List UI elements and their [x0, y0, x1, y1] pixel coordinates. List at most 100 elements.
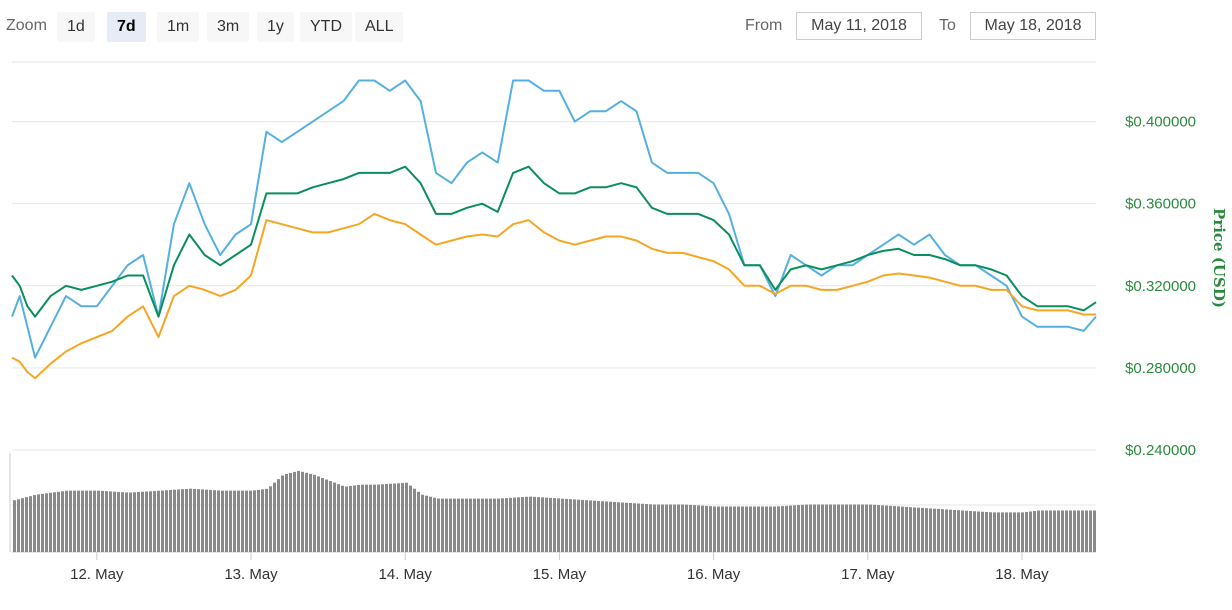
volume-bar — [225, 490, 228, 552]
volume-bar — [961, 510, 964, 552]
volume-bar — [845, 504, 848, 552]
volume-bar — [1053, 510, 1056, 552]
volume-bar — [497, 498, 500, 552]
volume-bar — [917, 507, 920, 552]
volume-bar — [93, 490, 96, 552]
volume-bar — [561, 498, 564, 552]
volume-bar — [649, 504, 652, 552]
range-1d-button[interactable]: 1d — [57, 12, 95, 42]
volume-bar — [1077, 510, 1080, 552]
volume-bar — [789, 505, 792, 552]
volume-bar — [265, 488, 268, 552]
volume-bar — [317, 476, 320, 552]
volume-bar — [133, 492, 136, 552]
volume-bar — [129, 492, 132, 552]
volume-bar — [769, 506, 772, 552]
volume-bar — [909, 507, 912, 552]
volume-bar — [217, 490, 220, 552]
volume-bar — [937, 508, 940, 552]
volume-bar — [781, 506, 784, 552]
volume-bar — [473, 498, 476, 552]
range-7d-button[interactable]: 7d — [107, 12, 146, 42]
volume-bar — [281, 475, 284, 552]
volume-bar — [377, 484, 380, 552]
volume-bar — [629, 503, 632, 552]
volume-bar — [981, 511, 984, 552]
volume-bar — [1021, 512, 1024, 552]
volume-bar — [545, 497, 548, 552]
volume-bar — [261, 489, 264, 552]
volume-bar — [417, 491, 420, 552]
volume-bar — [333, 482, 336, 552]
volume-bar — [745, 506, 748, 552]
volume-bar — [913, 507, 916, 552]
to-date-input[interactable] — [970, 12, 1096, 40]
volume-bar — [229, 490, 232, 552]
volume-bar — [793, 505, 796, 552]
volume-bar — [749, 506, 752, 552]
range-all-button[interactable]: ALL — [355, 12, 404, 42]
y-axis-label: Price (USD) — [1210, 208, 1228, 308]
volume-bar — [273, 482, 276, 552]
to-label: To — [939, 17, 956, 34]
volume-bar — [221, 490, 224, 552]
volume-bar — [69, 490, 72, 552]
volume-bar — [65, 490, 68, 552]
volume-bar — [405, 482, 408, 552]
volume-bar — [121, 492, 124, 552]
volume-bar — [973, 511, 976, 552]
volume-bar — [341, 485, 344, 552]
volume-bar — [1085, 510, 1088, 552]
volume-bar — [489, 498, 492, 552]
volume-bar — [89, 490, 92, 552]
volume-bar — [717, 506, 720, 552]
range-3m-button[interactable]: 3m — [207, 12, 250, 42]
volume-bar — [449, 498, 452, 552]
volume-bar — [969, 510, 972, 552]
volume-bar — [37, 494, 40, 552]
volume-bar — [853, 504, 856, 552]
volume-bar — [721, 506, 724, 552]
volume-bar — [113, 491, 116, 552]
volume-bar — [729, 506, 732, 552]
volume-bar — [125, 492, 128, 552]
volume-bar — [581, 499, 584, 552]
volume-bar — [245, 490, 248, 552]
volume-bar — [1013, 512, 1016, 552]
volume-bar — [481, 498, 484, 552]
volume-bar — [777, 506, 780, 552]
range-1y-button[interactable]: 1y — [257, 12, 294, 42]
volume-bar — [825, 504, 828, 552]
volume-bar — [433, 497, 436, 552]
volume-bar — [413, 488, 416, 552]
volume-bar — [101, 490, 104, 552]
from-date-input[interactable] — [796, 12, 922, 40]
volume-bar — [25, 497, 28, 552]
range-1m-button[interactable]: 1m — [157, 12, 200, 42]
volume-bar — [301, 471, 304, 552]
volume-bar — [1073, 510, 1076, 552]
volume-bar — [61, 491, 64, 552]
range-ytd-button[interactable]: YTD — [300, 12, 352, 42]
volume-bar — [361, 484, 364, 552]
volume-bar — [169, 489, 172, 552]
volume-bar — [193, 488, 196, 552]
range-toolbar: Zoom 1d 7d 1m 3m 1y YTD ALL From To — [0, 0, 1232, 50]
volume-bar — [861, 504, 864, 552]
volume-bar — [141, 491, 144, 552]
volume-bar — [297, 470, 300, 552]
volume-bar — [173, 489, 176, 552]
volume-bar — [813, 504, 816, 552]
volume-bar — [945, 509, 948, 552]
volume-bar — [1089, 510, 1092, 552]
volume-bar — [257, 489, 260, 552]
volume-bar — [821, 504, 824, 552]
x-tick-label: 13. May — [224, 566, 278, 583]
volume-bar — [645, 504, 648, 552]
volume-bar — [485, 498, 488, 552]
volume-bar — [153, 490, 156, 552]
volume-bar — [49, 492, 52, 552]
volume-bar — [585, 500, 588, 552]
volume-bar — [1057, 510, 1060, 552]
volume-bar — [81, 490, 84, 552]
